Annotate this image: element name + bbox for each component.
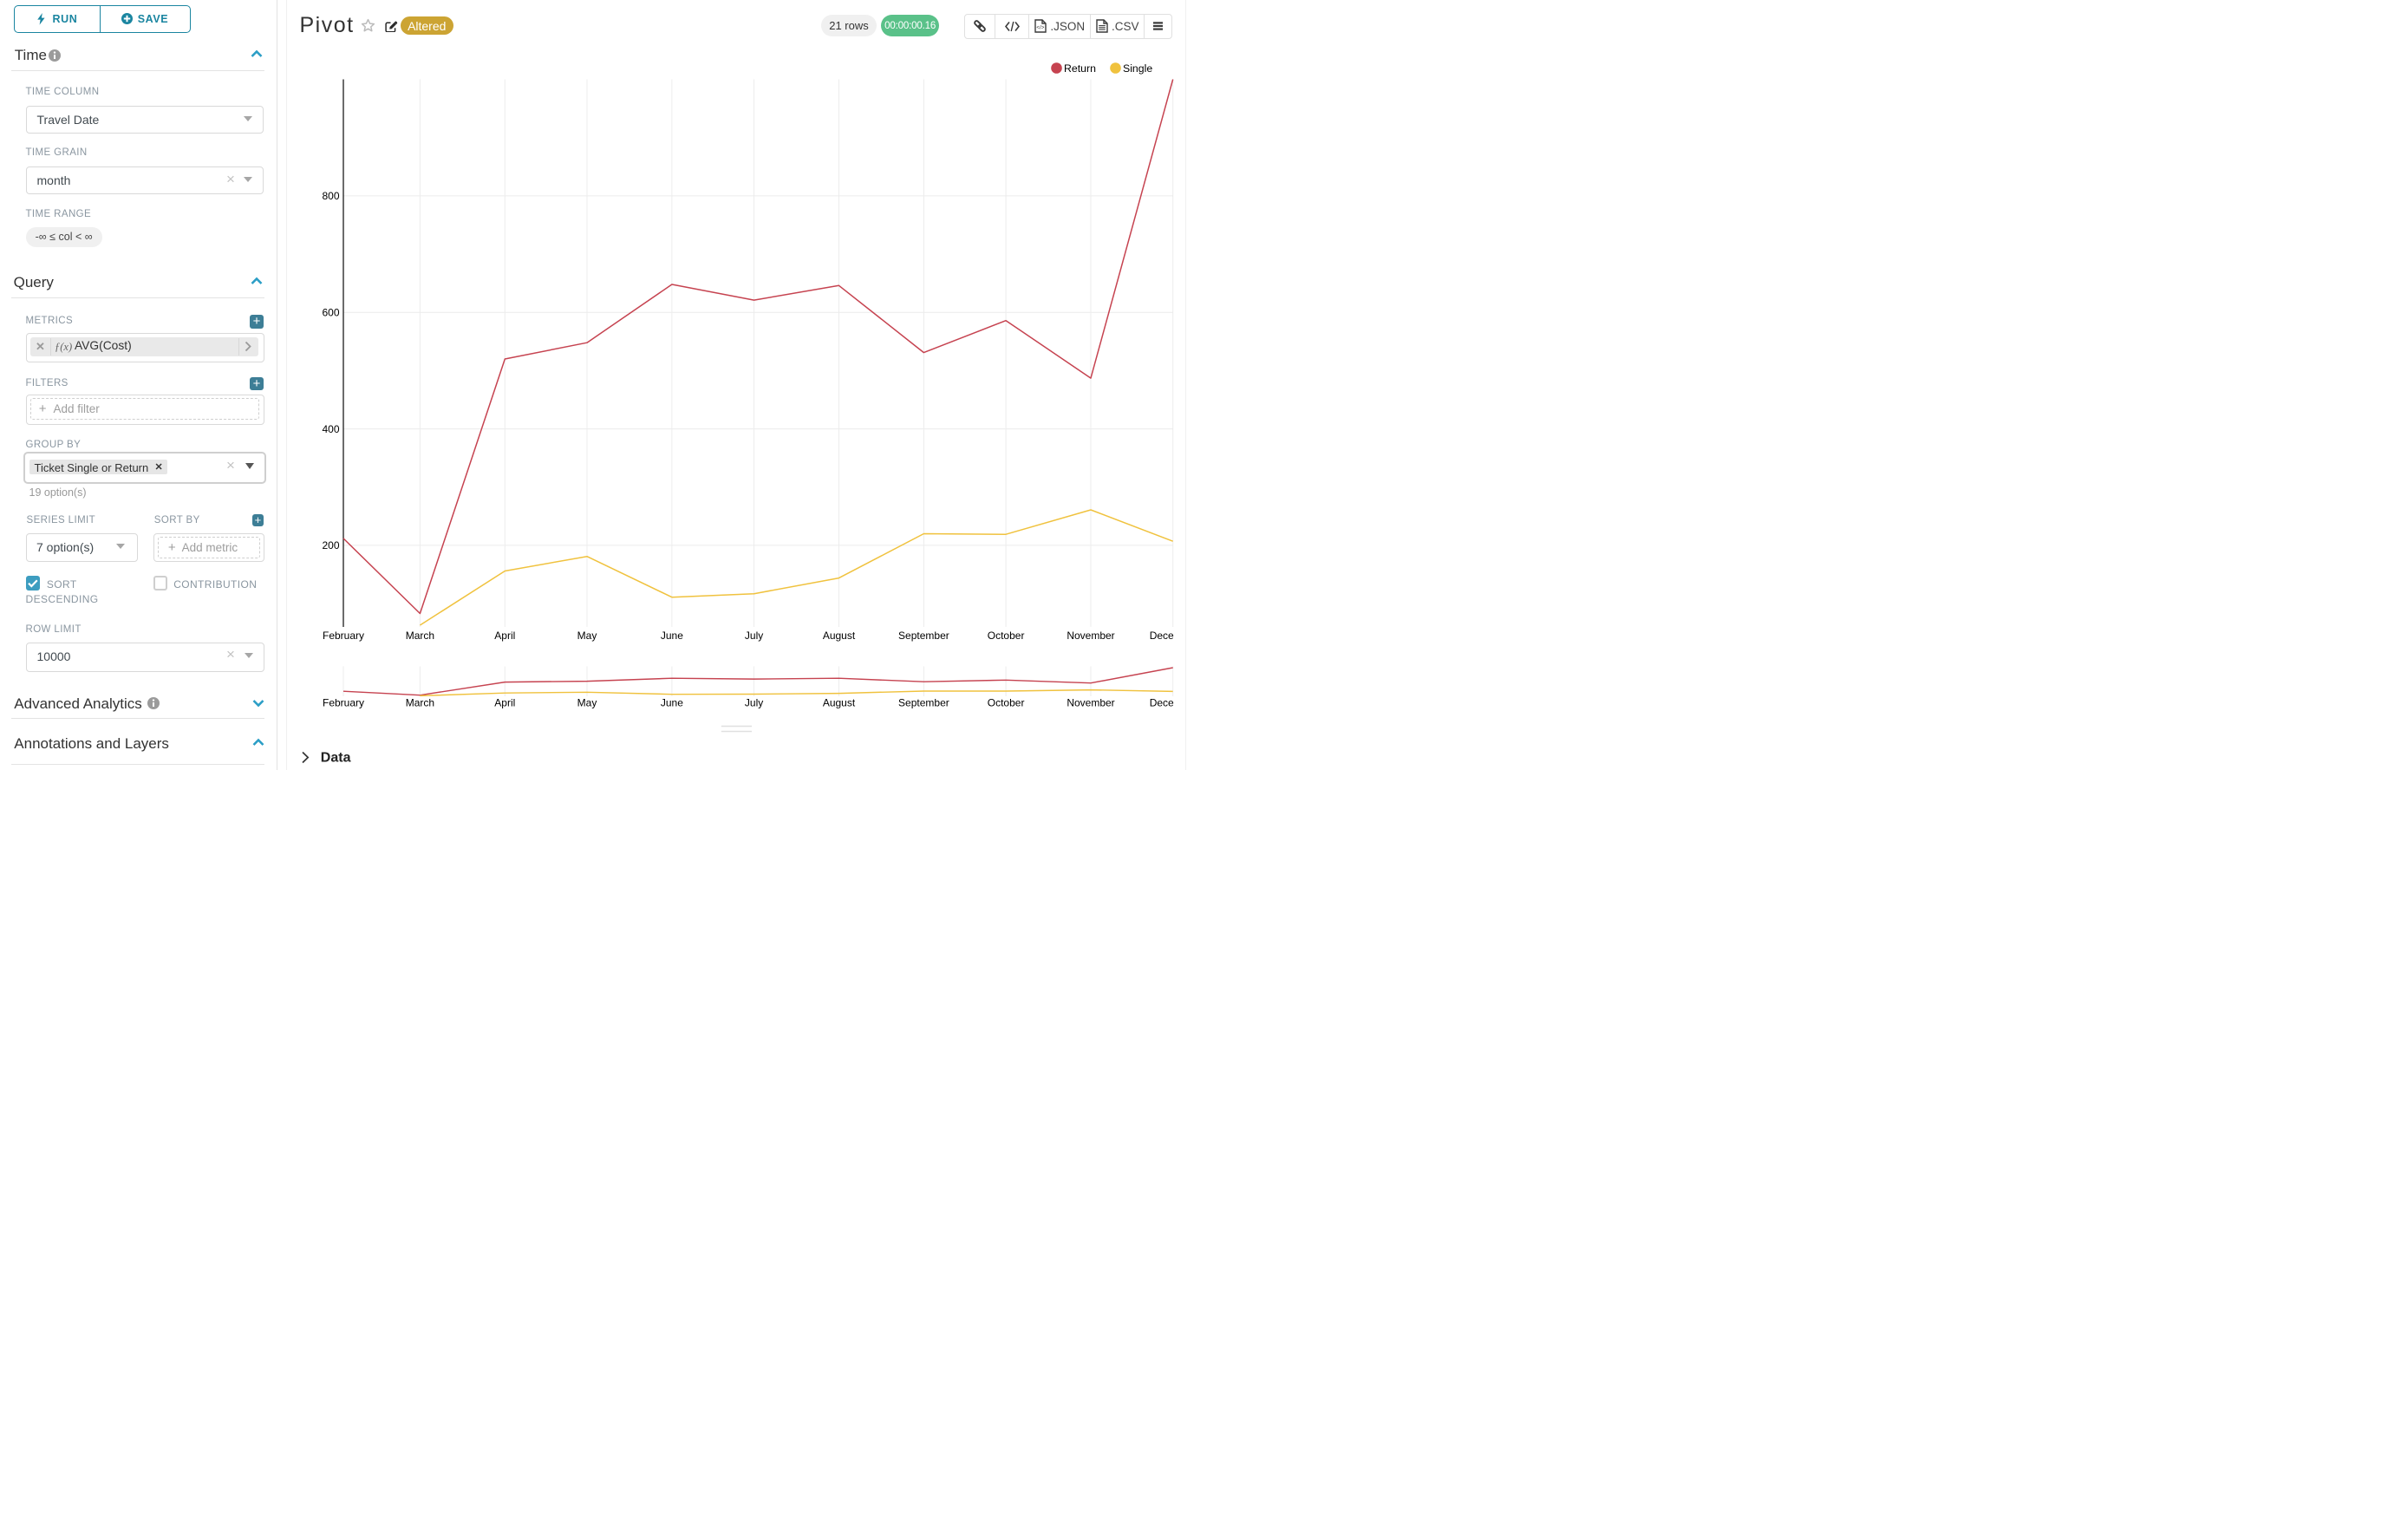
svg-text:February: February — [323, 697, 364, 709]
svg-text:August: August — [823, 697, 856, 709]
svg-text:November: November — [1067, 630, 1114, 642]
svg-text:August: August — [823, 630, 856, 642]
svg-text:June: June — [661, 630, 683, 642]
svg-text:November: November — [1067, 697, 1114, 709]
svg-text:800: 800 — [322, 190, 339, 202]
svg-text:</>: </> — [1037, 25, 1045, 31]
svg-text:September: September — [898, 630, 949, 642]
svg-text:May: May — [577, 697, 597, 709]
svg-text:February: February — [323, 630, 364, 642]
svg-text:Return: Return — [1064, 62, 1096, 75]
svg-text:200: 200 — [322, 539, 339, 551]
svg-text:September: September — [898, 697, 949, 709]
svg-text:Dece: Dece — [1150, 697, 1174, 709]
svg-text:Single: Single — [1123, 62, 1152, 75]
svg-text:October: October — [988, 697, 1025, 709]
svg-text:May: May — [577, 630, 597, 642]
svg-text:Data: Data — [321, 751, 351, 766]
svg-text:Dece: Dece — [1150, 630, 1174, 642]
svg-text:April: April — [494, 697, 515, 709]
svg-text:July: July — [745, 697, 763, 709]
svg-text:600: 600 — [322, 307, 339, 319]
svg-text:March: March — [406, 697, 434, 709]
svg-text:April: April — [494, 630, 515, 642]
svg-text:March: March — [406, 630, 434, 642]
svg-text:July: July — [745, 630, 763, 642]
svg-text:October: October — [988, 630, 1025, 642]
svg-text:June: June — [661, 697, 683, 709]
svg-text:400: 400 — [322, 423, 339, 435]
